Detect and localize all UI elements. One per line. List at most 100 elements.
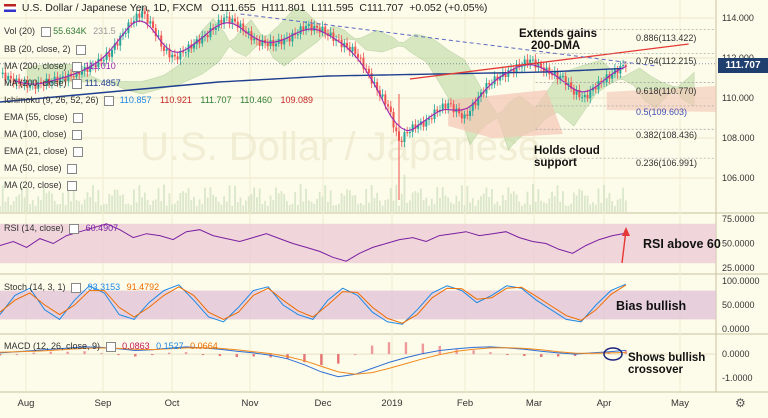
chart-header: U.S. Dollar / Japanese Yen, 1D, FXCM O11… — [4, 2, 487, 14]
candle-body — [154, 27, 157, 37]
eye-icon[interactable] — [67, 163, 78, 174]
legend-ichimoku[interactable]: Ichimoku (9, 26, 52, 26) 110.857 110.921… — [4, 95, 313, 106]
volume-bar — [105, 203, 108, 212]
candle-body — [23, 80, 26, 85]
volume-bar — [373, 197, 376, 212]
volume-bar — [310, 201, 313, 212]
candle-body — [384, 94, 387, 105]
volume-bar — [242, 205, 245, 212]
eye-icon[interactable] — [104, 95, 115, 106]
volume-bar — [616, 199, 619, 212]
eye-icon[interactable] — [76, 44, 87, 55]
candle-body — [283, 38, 286, 45]
candle-body — [97, 58, 100, 68]
volume-bar — [450, 202, 452, 212]
macd-legend[interactable]: MACD (12, 26, close, 9) 0.0863 0.1527 0.… — [4, 341, 218, 352]
candle-body — [193, 44, 196, 49]
legend-ma100-label: MA (100, close) — [4, 129, 67, 139]
eye-icon[interactable] — [72, 78, 83, 89]
candle-body — [351, 46, 354, 52]
volume-bar — [247, 196, 250, 212]
volume-bar — [329, 190, 332, 212]
volume-bar — [436, 187, 439, 212]
volume-bar — [343, 195, 346, 212]
legend-ma200-b[interactable]: MA (200, close) 111.4857 — [4, 78, 121, 89]
volume-bars — [0, 174, 627, 212]
rsi-y-tick-label: 75.0000 — [722, 214, 755, 224]
candle-body — [116, 43, 119, 46]
candle-body — [444, 103, 447, 109]
macd-legend-macd: 0.1527 — [156, 341, 184, 351]
candle-body — [430, 118, 433, 120]
eye-icon[interactable] — [69, 223, 80, 234]
candle-body — [239, 23, 242, 28]
volume-bar — [441, 187, 444, 212]
candle-body — [469, 110, 472, 117]
eye-icon[interactable] — [73, 146, 84, 157]
legend-ma200-a[interactable]: MA (200, close) 111.010 — [4, 61, 116, 72]
candle-body — [305, 26, 308, 31]
volume-bar — [545, 203, 548, 212]
eye-icon[interactable] — [73, 112, 84, 123]
volume-bar — [419, 188, 422, 212]
volume-bar — [521, 205, 523, 212]
eye-icon[interactable] — [105, 341, 116, 352]
candle-body — [50, 81, 53, 84]
legend-vol[interactable]: Vol (20) 55.634K 231.5 — [4, 26, 116, 37]
candle-body — [411, 124, 414, 132]
volume-bar — [111, 195, 113, 212]
candle-body — [291, 32, 294, 42]
stoch-legend[interactable]: Stoch (14, 3, 1) 93.3153 91.4792 — [4, 282, 159, 293]
candle-body — [570, 82, 573, 89]
candle-body — [362, 57, 365, 69]
x-axis-month-label: May — [671, 398, 689, 409]
volume-bar — [18, 194, 21, 212]
legend-ema55[interactable]: EMA (55, close) — [4, 112, 84, 123]
candle-body — [152, 21, 155, 28]
settings-gear-icon[interactable]: ⚙ — [735, 396, 746, 410]
candle-body — [490, 84, 493, 86]
volume-bar — [283, 194, 286, 212]
volume-bar — [316, 198, 318, 212]
candle-body — [18, 78, 21, 85]
volume-bar — [337, 203, 340, 212]
fib-label-0382: 0.382(108.436) — [636, 130, 698, 140]
volume-bar — [477, 199, 480, 212]
macd-histogram-bar — [472, 350, 475, 355]
symbol-title[interactable]: U.S. Dollar / Japanese Yen, 1D, FXCM — [21, 2, 203, 14]
rsi-y-tick-label: 50.0000 — [722, 239, 755, 249]
volume-bar — [277, 193, 280, 212]
legend-ema21[interactable]: EMA (21, close) — [4, 146, 84, 157]
volume-bar — [51, 193, 53, 212]
legend-bb[interactable]: BB (20, close, 2) — [4, 44, 87, 55]
volume-bar — [37, 196, 40, 212]
eye-icon[interactable] — [72, 129, 83, 140]
volume-bar — [23, 197, 26, 212]
volume-bar — [163, 184, 165, 212]
fib-label-0886: 0.886(113.422) — [636, 33, 697, 43]
volume-bar — [214, 196, 217, 212]
candle-body — [64, 76, 67, 81]
volume-bar — [417, 192, 420, 212]
eye-icon[interactable] — [71, 282, 82, 293]
legend-ma50-label: MA (50, close) — [4, 163, 62, 173]
candle-body — [72, 76, 75, 78]
rsi-legend[interactable]: RSI (14, close) 60.4907 — [4, 223, 118, 234]
candle-body — [89, 65, 92, 73]
eye-icon[interactable] — [72, 61, 83, 72]
candle-body — [307, 23, 310, 27]
volume-bar — [217, 201, 220, 212]
volume-bar — [600, 202, 603, 212]
eye-icon[interactable] — [40, 26, 51, 37]
candle-body — [365, 68, 368, 70]
candle-body — [39, 81, 42, 84]
legend-ma20[interactable]: MA (20, close) — [4, 180, 78, 191]
volume-bar — [458, 201, 461, 212]
rsi-legend-label: RSI (14, close) — [4, 223, 64, 233]
legend-ma100[interactable]: MA (100, close) — [4, 129, 83, 140]
volume-bar — [307, 200, 310, 212]
legend-ma50[interactable]: MA (50, close) — [4, 163, 78, 174]
macd-crossover-circle — [603, 347, 623, 361]
x-axis-month-label: Sep — [95, 398, 112, 409]
eye-icon[interactable] — [67, 180, 78, 191]
